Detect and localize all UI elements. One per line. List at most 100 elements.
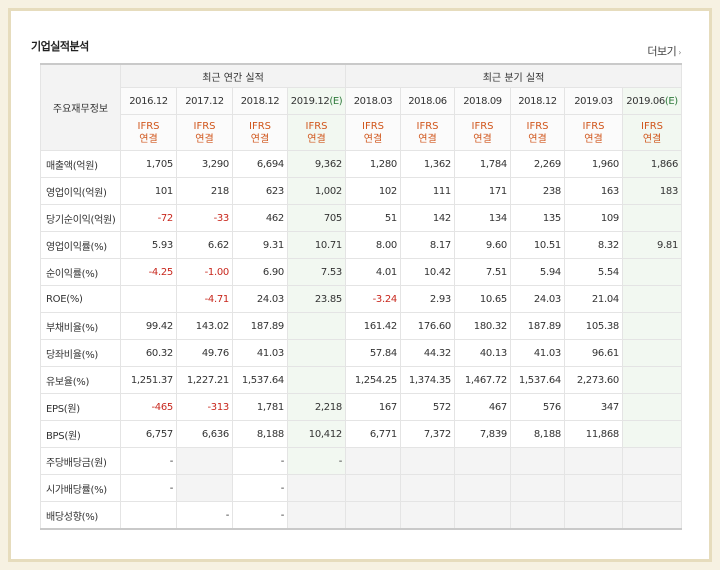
value-cell: 176.60 [400,312,455,340]
value-cell: 462 [232,204,288,232]
estimate-mark: (E) [664,95,678,107]
value-cell: 167 [345,393,401,421]
value-cell: 171 [454,177,511,205]
value-cell [621,366,683,394]
value-cell [400,501,455,530]
value-cell: 2.93 [400,285,455,313]
value-cell: 101 [120,177,177,205]
standard-line1: IFRS [362,120,384,132]
period-header: 2019.03 [564,87,623,115]
value-cell: 1,227.21 [176,366,233,394]
value-cell: 163 [564,177,623,205]
standard-line2: 연결 [139,133,158,145]
value-cell: -72 [120,204,177,232]
table-row: BPS(원) 6,757 6,636 8,188 10,412 6,771 7,372 7,8… [40,420,683,448]
table-row: 당좌비율(%) 60.32 49.76 41.03 57.84 44.32 40.13 41.… [40,339,683,367]
value-cell: -3.24 [345,285,401,313]
row-label: 영업이익률(%) [40,231,121,259]
standard-line1: IFRS [582,120,605,132]
row-label: ROE(%) [40,285,121,313]
period-header: 2017.12 [176,87,233,115]
value-cell: 96.61 [564,339,623,367]
table-row: 당기순이익(억원) -72 -33 462 705 51 142 134 135 109 [40,204,683,232]
standard-line2: 연결 [473,133,492,145]
value-cell [621,258,683,286]
table-row: 영업이익(억원) 101 218 623 1,002 102 111 171 238 163 183 [40,177,683,205]
period-header: 2018.12 [232,87,288,115]
value-cell: 623 [232,177,288,205]
value-cell: 218 [176,177,233,205]
accounting-standard-header: IFRS 연결 [454,114,511,151]
value-cell: 8.32 [564,231,623,259]
value-cell: 1,781 [232,393,288,421]
value-cell: 105.38 [564,312,623,340]
table-row: EPS(원) -465 -313 1,781 2,218 167 572 467 576 347 [40,393,683,421]
value-cell: 161.42 [345,312,401,340]
row-label: 주당배당금(원) [40,447,121,475]
period-header: 2018.03 [345,87,401,115]
accounting-standard-header: IFRS 연결 [232,114,288,151]
accounting-standard-header: IFRS 연결 [345,114,401,151]
value-cell [287,501,346,530]
accounting-standard-header: IFRS 연결 [564,114,623,151]
table-row: 유보율(%) 1,251.37 1,227.21 1,537.64 1,254.25 1,… [40,366,683,394]
value-cell [621,393,683,421]
value-cell [176,447,233,475]
value-cell: 6.62 [176,231,233,259]
value-cell: 1,362 [400,150,455,178]
value-cell: - [232,474,288,502]
value-cell [621,420,683,448]
value-cell [454,501,511,530]
period-header: 2019.12(E) [287,87,346,115]
value-cell: 49.76 [176,339,233,367]
value-cell: 8,188 [510,420,565,448]
value-cell: -1.00 [176,258,233,286]
value-cell: 8.00 [345,231,401,259]
value-cell: 10.71 [287,231,346,259]
value-cell: -33 [176,204,233,232]
standard-line1: IFRS [137,120,160,132]
accounting-standard-header: IFRS 연결 [287,114,346,151]
row-label: 시가배당률(%) [40,474,121,502]
value-cell: 143.02 [176,312,233,340]
value-cell [345,501,401,530]
value-cell: 10.65 [454,285,511,313]
value-cell: - [232,447,288,475]
value-cell [510,447,565,475]
value-cell: 187.89 [232,312,288,340]
standard-line2: 연결 [250,133,270,145]
value-cell [564,474,623,502]
value-cell [287,312,346,340]
value-cell: 5.93 [120,231,177,259]
section-title: 기업실적분석 [31,40,89,53]
value-cell: 1,960 [564,150,623,178]
value-cell: 8.17 [400,231,455,259]
table-corner-header: 주요재무정보 [40,63,121,151]
value-cell: 7,372 [400,420,455,448]
value-cell: 6,757 [120,420,177,448]
more-link[interactable]: 더보기 › [647,43,681,59]
value-cell [621,204,683,232]
row-label: BPS(원) [40,420,121,448]
standard-line1: IFRS [471,120,494,132]
value-cell: 109 [564,204,623,232]
standard-line1: IFRS [641,120,664,132]
table-row: 매출액(억원) 1,705 3,290 6,694 9,362 1,280 1,362 1,7… [40,150,683,178]
value-cell: 1,280 [345,150,401,178]
financial-table: 주요재무정보 최근 연간 실적 최근 분기 실적 2016.12 2017.12 2… [40,63,683,530]
value-cell [621,339,683,367]
value-cell: 238 [510,177,565,205]
value-cell [621,285,683,313]
more-label: 더보기 [647,45,677,58]
value-cell: - [287,447,346,475]
period-header: 2016.12 [120,87,177,115]
value-cell: 41.03 [510,339,565,367]
value-cell [454,474,511,502]
value-cell: 7.51 [454,258,511,286]
row-label: 유보율(%) [40,366,121,394]
value-cell: 23.85 [287,285,346,313]
value-cell: 7.53 [287,258,346,286]
value-cell: 187.89 [510,312,565,340]
table-row: ROE(%) -4.71 24.03 23.85 -3.24 2.93 10.65 24.03… [40,285,683,313]
value-cell: 6.90 [232,258,288,286]
